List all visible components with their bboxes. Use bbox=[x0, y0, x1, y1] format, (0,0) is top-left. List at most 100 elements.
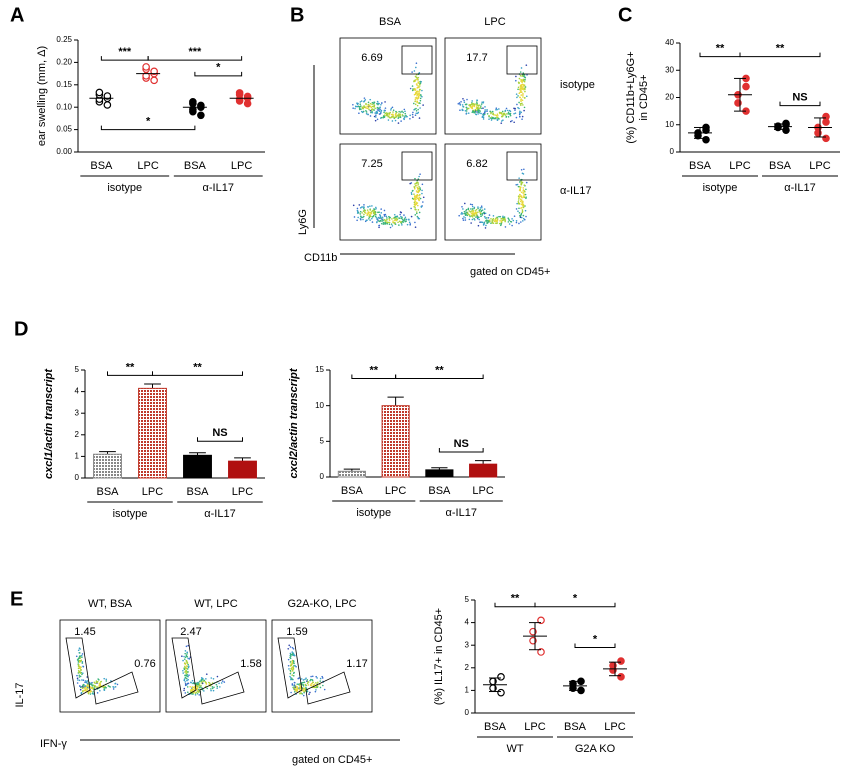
flow-dot bbox=[183, 668, 186, 671]
group-label: WT bbox=[506, 743, 523, 755]
flow-dot bbox=[480, 209, 483, 212]
flow-dot bbox=[85, 688, 88, 690]
flow-dot bbox=[353, 216, 356, 218]
flow-dot bbox=[458, 214, 460, 217]
flow-dot bbox=[198, 680, 201, 683]
flow-dot bbox=[410, 215, 413, 218]
flow-dot bbox=[290, 678, 292, 681]
flow-dot bbox=[187, 678, 189, 681]
flow-dot bbox=[410, 193, 413, 196]
flow-dot bbox=[385, 220, 387, 222]
il17-gate bbox=[171, 637, 197, 699]
flow-dot bbox=[419, 107, 421, 109]
flow-dot bbox=[388, 113, 391, 116]
flow-dot bbox=[380, 109, 383, 112]
flow-dot bbox=[380, 212, 383, 214]
flow-dot bbox=[185, 665, 188, 667]
flow-dot bbox=[296, 685, 298, 688]
flow-dot bbox=[518, 196, 520, 199]
flow-dot bbox=[523, 106, 526, 109]
flow-dot bbox=[520, 78, 522, 81]
flow-dot bbox=[181, 655, 183, 657]
data-point bbox=[537, 648, 545, 656]
flow-dot bbox=[84, 689, 87, 691]
flow-dot bbox=[393, 219, 396, 222]
flow-dot bbox=[186, 661, 188, 663]
flow-dot bbox=[519, 74, 522, 77]
flow-dot bbox=[103, 677, 106, 680]
flow-dot bbox=[513, 215, 516, 217]
flow-dot bbox=[488, 221, 490, 223]
flow-dot bbox=[463, 216, 465, 218]
x-tick-label: LPC bbox=[231, 160, 252, 172]
flow-dot bbox=[380, 103, 382, 106]
data-point bbox=[617, 673, 625, 681]
flow-dot bbox=[484, 227, 487, 229]
flow-dot bbox=[197, 690, 199, 693]
flow-dot bbox=[519, 102, 522, 105]
flow-dot bbox=[520, 180, 522, 183]
flow-dot bbox=[198, 683, 201, 685]
flow-dot bbox=[522, 191, 525, 194]
flow-dot bbox=[383, 215, 386, 217]
flow-dot bbox=[491, 116, 494, 119]
flow-dot bbox=[383, 213, 386, 216]
flow-dot bbox=[405, 115, 408, 118]
flow-dot bbox=[315, 682, 317, 684]
flow-dot bbox=[496, 118, 499, 121]
x-tick-label: LPC bbox=[472, 485, 493, 497]
flow-dot bbox=[303, 691, 305, 694]
flow-dot bbox=[372, 215, 374, 218]
flow-dot bbox=[292, 668, 295, 670]
flow-dot bbox=[514, 112, 517, 114]
flow-dot bbox=[480, 221, 482, 223]
flow-dot bbox=[523, 87, 526, 90]
flow-dot bbox=[79, 688, 82, 691]
flow-dot bbox=[293, 684, 296, 686]
flow-dot bbox=[416, 197, 419, 200]
flow-dot bbox=[414, 183, 416, 185]
significance-label: ** bbox=[193, 361, 202, 373]
flow-dot bbox=[193, 682, 195, 685]
group-label: α-IL17 bbox=[784, 182, 815, 194]
flow-dot bbox=[471, 205, 474, 208]
flow-dot bbox=[302, 679, 305, 681]
flow-dot bbox=[418, 85, 421, 87]
flow-dot bbox=[421, 189, 423, 192]
flow-dot bbox=[462, 219, 465, 221]
flow-dot bbox=[376, 220, 378, 223]
flow-dot bbox=[521, 102, 523, 105]
flow-dot bbox=[409, 87, 412, 90]
flow-dot bbox=[306, 682, 309, 685]
flow-dot bbox=[509, 113, 511, 116]
il17-gate bbox=[65, 637, 91, 699]
flow-dot bbox=[371, 105, 374, 108]
flow-dot bbox=[482, 114, 485, 117]
flow-dot bbox=[472, 104, 474, 107]
ifn-gate bbox=[199, 671, 245, 705]
flow-dot bbox=[210, 688, 212, 690]
flow-dot bbox=[386, 221, 388, 224]
flow-dot bbox=[375, 206, 377, 209]
flow-dot bbox=[520, 94, 523, 96]
flow-dot bbox=[185, 677, 188, 680]
flow-dot bbox=[414, 97, 417, 99]
flow-dot bbox=[516, 103, 518, 106]
flow-dot bbox=[377, 220, 380, 222]
flow-dot bbox=[414, 103, 417, 106]
flow-dot bbox=[311, 679, 313, 681]
flow-dot bbox=[521, 115, 524, 118]
flow-dot bbox=[498, 118, 500, 120]
flow-dot bbox=[211, 686, 214, 688]
flow-dot bbox=[294, 689, 297, 692]
flow-dot bbox=[378, 110, 381, 113]
flow-dot bbox=[366, 105, 369, 108]
flow-dot bbox=[484, 217, 487, 219]
y-axis-label: cxcl1/actin transcript bbox=[43, 368, 55, 479]
data-point bbox=[537, 616, 545, 625]
flow-dot bbox=[116, 683, 119, 686]
flow-dot bbox=[213, 686, 215, 689]
flow-dot bbox=[468, 104, 470, 106]
flow-dot bbox=[457, 102, 460, 105]
x-tick-label: LPC bbox=[524, 721, 545, 733]
